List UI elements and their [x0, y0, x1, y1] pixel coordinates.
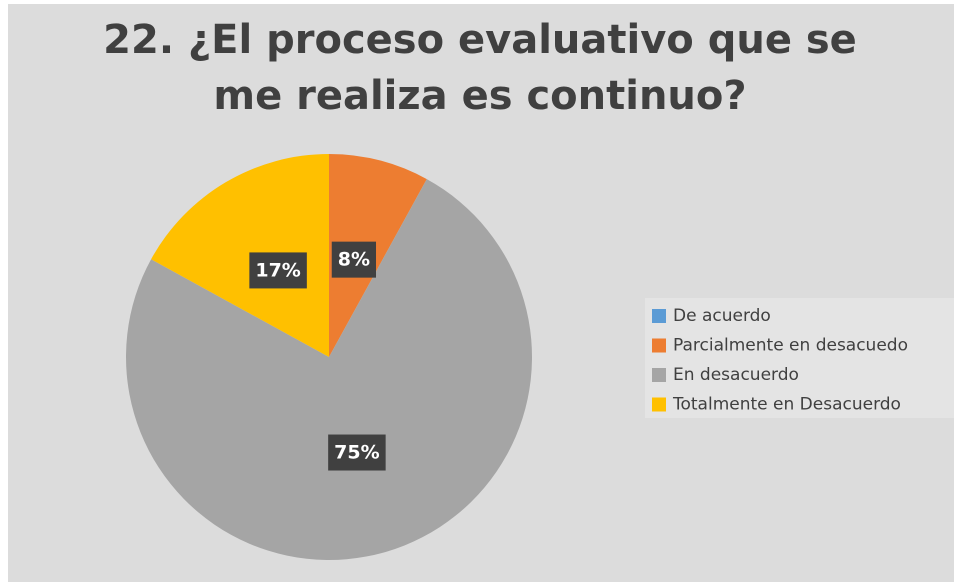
pie-slice	[151, 154, 329, 357]
legend-label: En desacuerdo	[673, 365, 799, 385]
pie-slice	[125, 179, 532, 560]
legend-label: De acuerdo	[673, 306, 771, 326]
legend-swatch	[652, 309, 666, 323]
data-label: 75%	[334, 442, 379, 464]
pie-slice	[329, 154, 427, 357]
data-label: 17%	[255, 259, 300, 281]
data-label: 8%	[338, 249, 370, 271]
data-label-box	[331, 241, 377, 278]
legend-label: Totalmente en Desacuerdo	[672, 395, 901, 415]
data-label-box	[249, 252, 307, 289]
legend-box	[645, 298, 954, 418]
legend-swatch	[652, 368, 666, 382]
data-label-box	[328, 434, 386, 471]
legend-swatch	[652, 338, 666, 353]
legend-swatch	[652, 397, 666, 412]
legend-label: Parcialmente en desacuedo	[673, 336, 908, 356]
chart-title: 22. ¿El proceso evaluativo que se me rea…	[103, 17, 857, 119]
